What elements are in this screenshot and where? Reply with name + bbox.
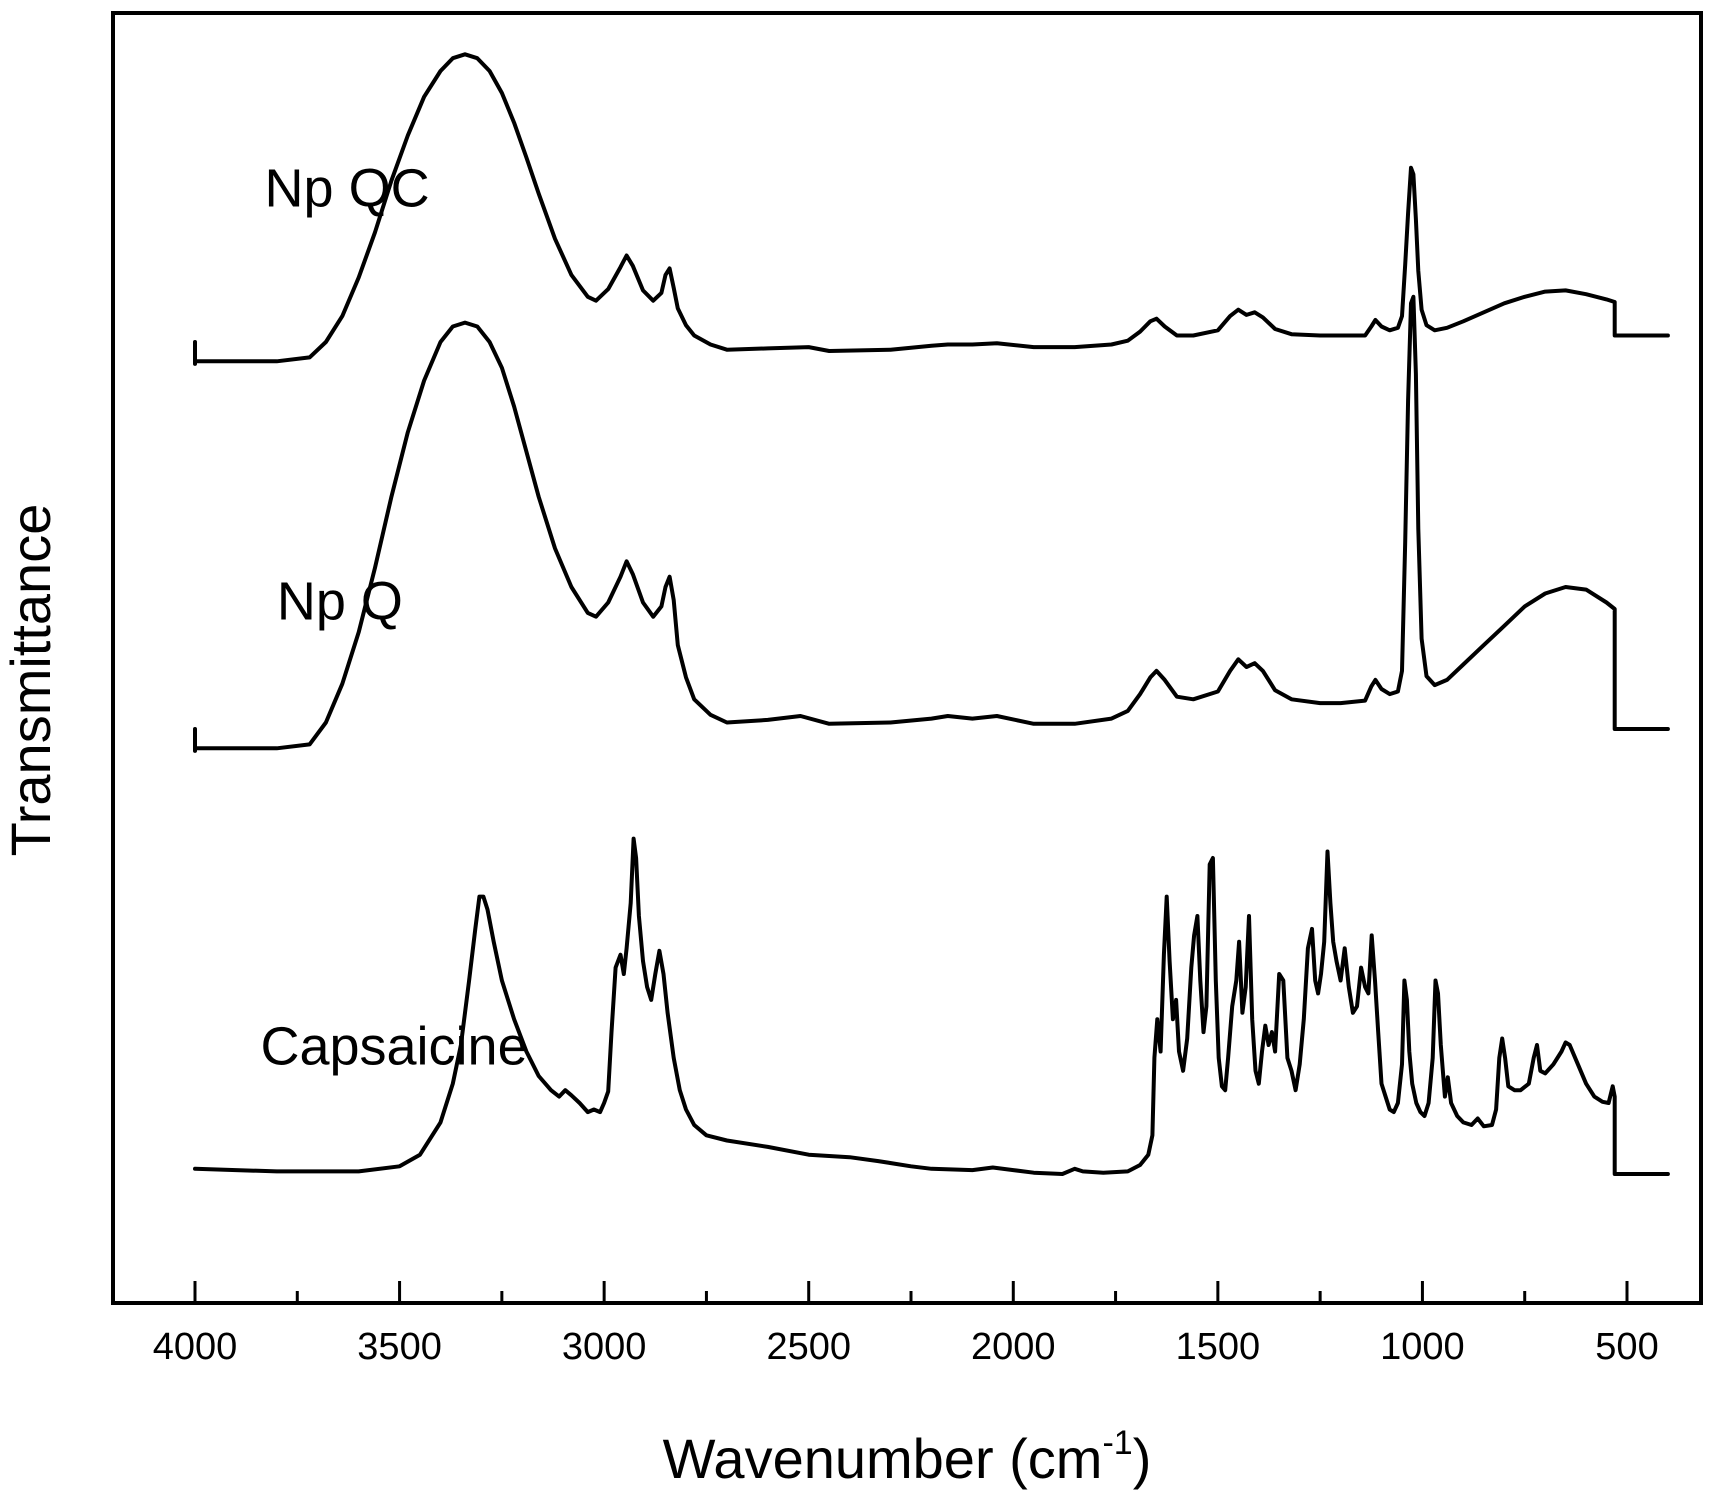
series-trace-np-q [193, 294, 1670, 753]
x-tick-label: 3500 [357, 1326, 442, 1368]
x-tick-label: 500 [1595, 1326, 1658, 1368]
y-axis-title: Transmittance [0, 504, 62, 857]
x-tick-label: 2000 [971, 1326, 1056, 1368]
x-axis-ticks [193, 1281, 1629, 1303]
x-axis-title-superscript: -1 [1102, 1424, 1132, 1462]
x-axis-title-main: Wavenumber (cm [663, 1427, 1103, 1490]
x-tick-label: 2500 [766, 1326, 851, 1368]
x-tick-label: 4000 [153, 1326, 238, 1368]
series-label-np-qc: Np QC [265, 159, 430, 219]
x-axis-title-close: ) [1133, 1427, 1152, 1490]
x-tick-label: 1500 [1176, 1326, 1261, 1368]
x-tick-label: 3000 [562, 1326, 647, 1368]
series-label-capsaicine: Capsaicine [260, 1016, 527, 1076]
series-trace-capsaicine [193, 836, 1670, 1176]
x-axis-title: Wavenumber (cm-1) [663, 1424, 1152, 1490]
x-tick-label: 1000 [1380, 1326, 1465, 1368]
series-labels: Np QC Np Q Capsaicine [260, 159, 527, 1077]
series-trace-np-qc [193, 52, 1670, 366]
plot-frame [111, 11, 1703, 1305]
series-label-np-q: Np Q [277, 571, 403, 631]
x-axis-tick-labels: 4000 3500 3000 2500 2000 1500 1000 500 [153, 1326, 1659, 1368]
spectra [193, 52, 1670, 1176]
